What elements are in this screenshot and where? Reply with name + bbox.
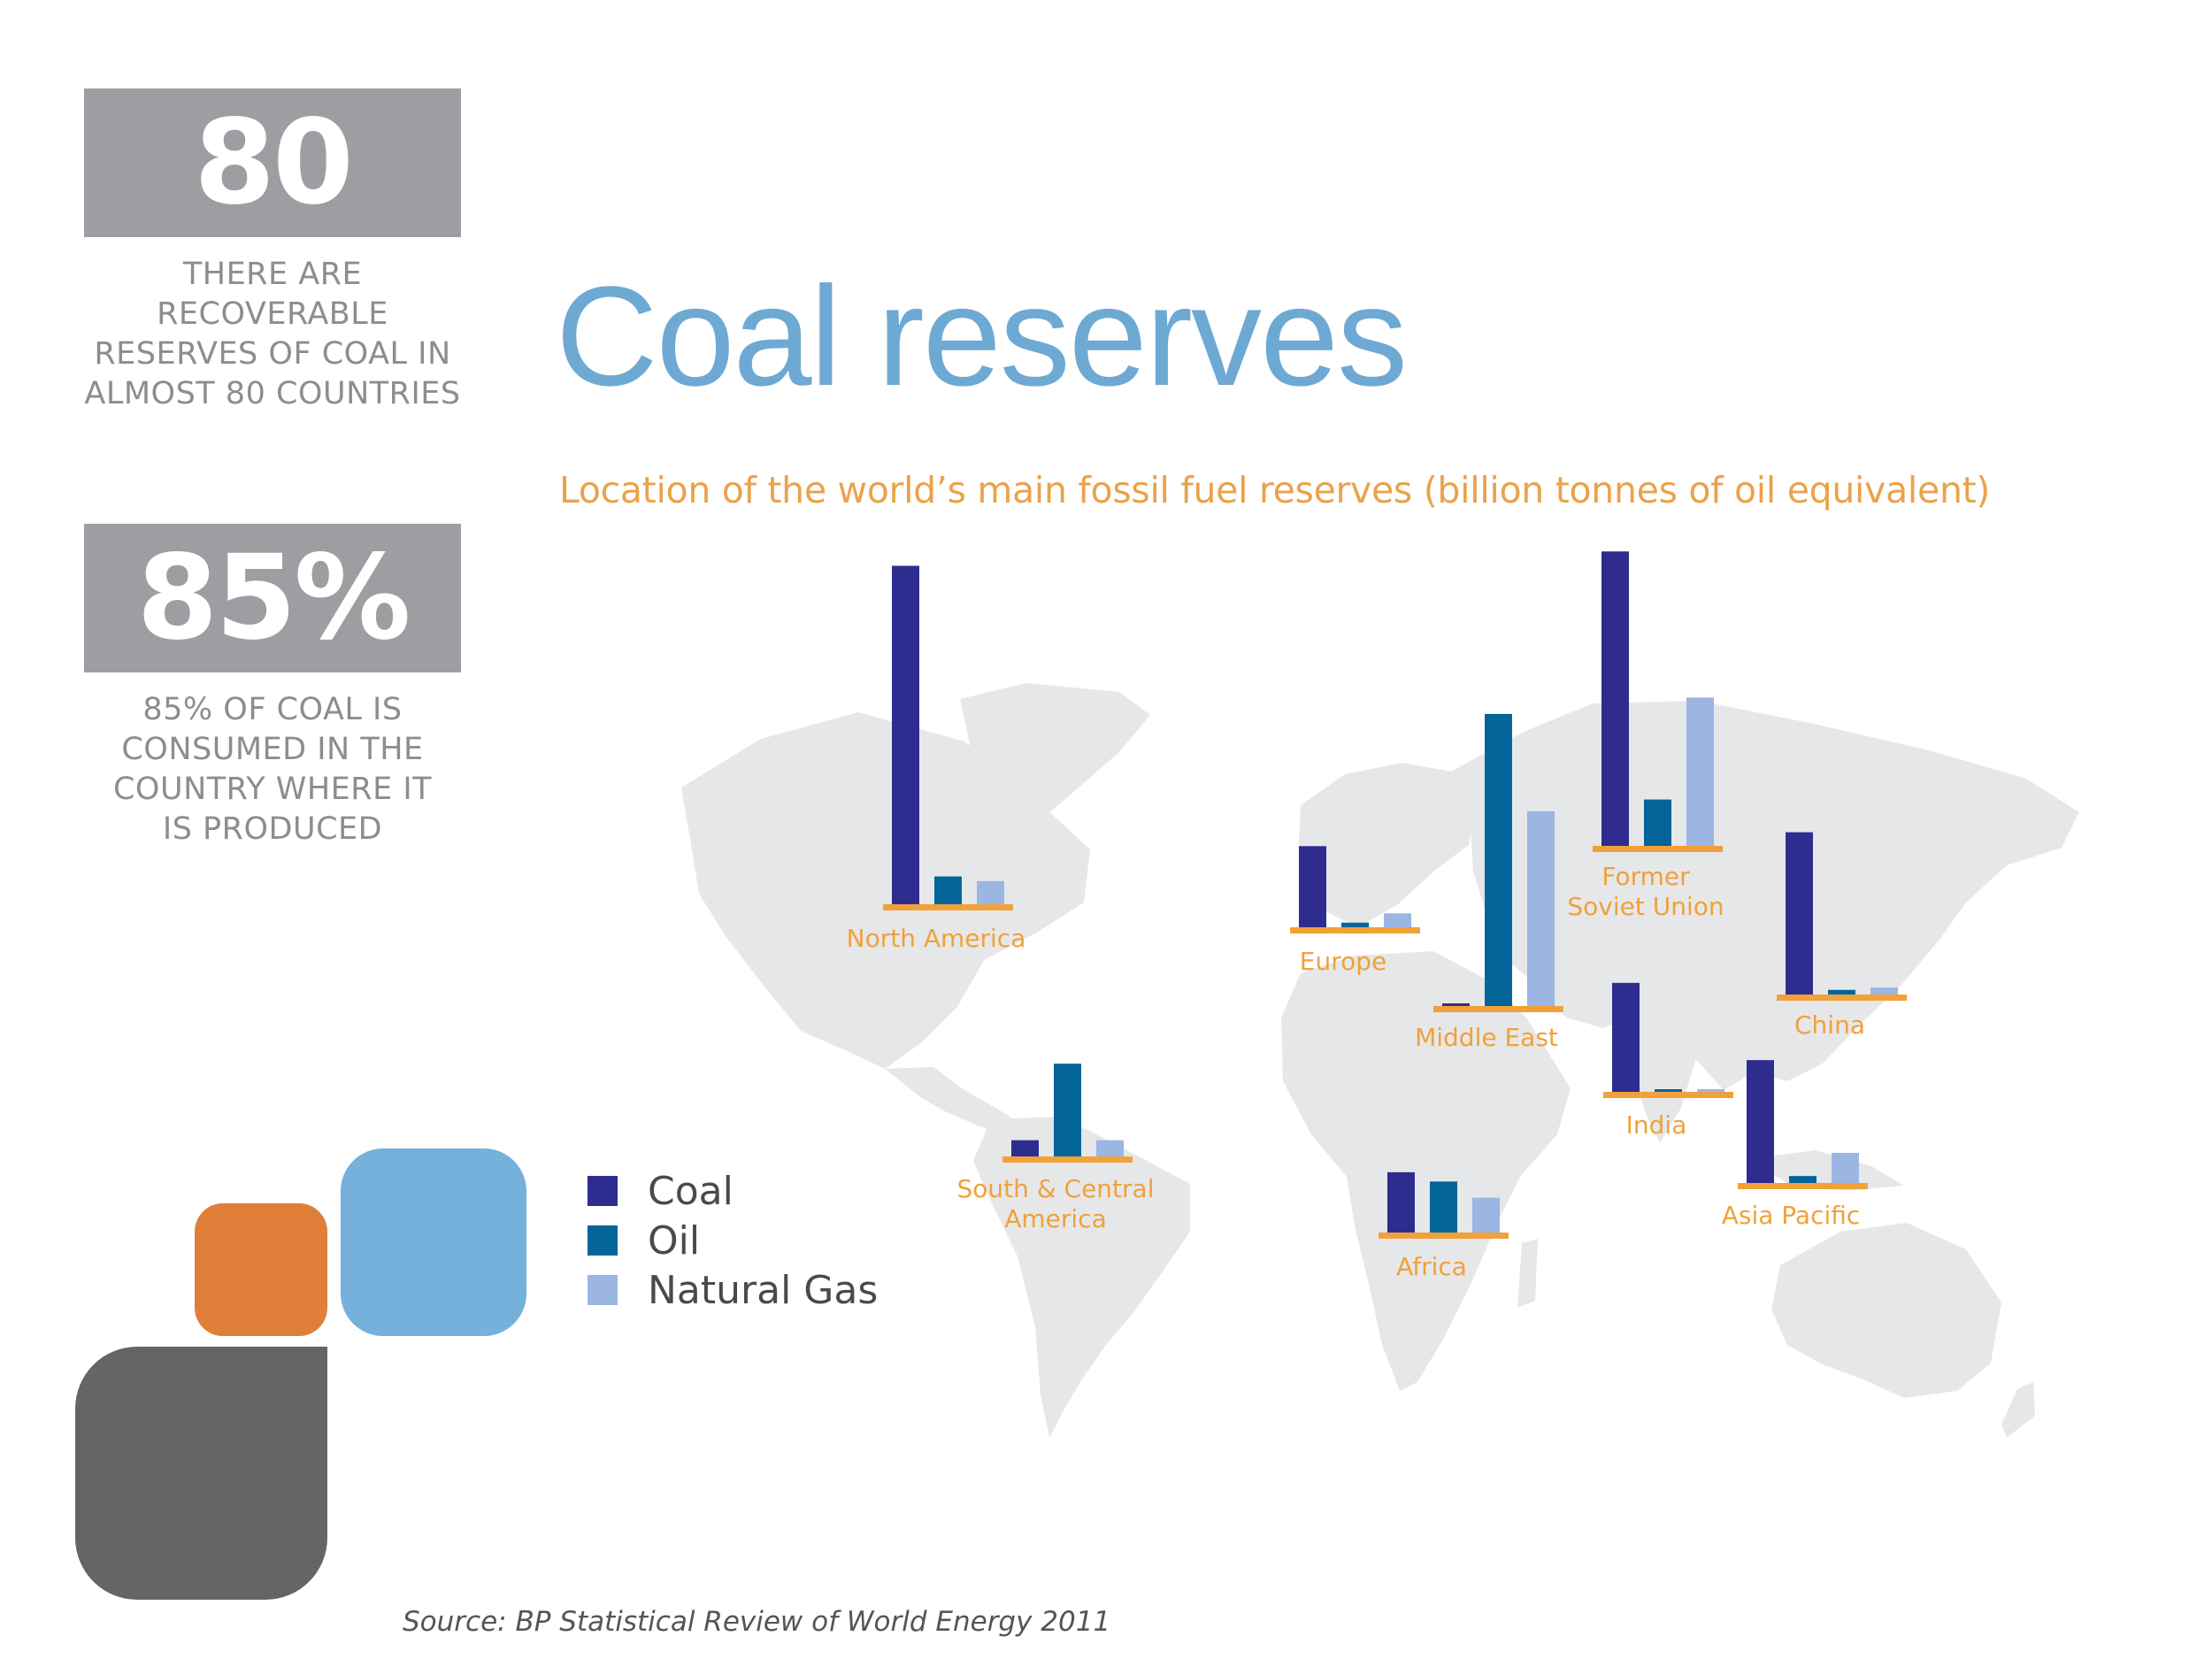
map-japan [1927,849,1954,933]
legend-label-coal: Coal [648,1168,733,1214]
region-group-india: India [1603,982,1733,1140]
baseline-middle-east [1433,1006,1563,1012]
bar-north-america-coal [892,565,919,904]
bar-india-coal [1612,982,1640,1092]
chart-legend: Coal Oil Natural Gas [588,1166,878,1315]
region-label-middle-east: Middle East [1415,1023,1558,1052]
region-label-south-and-central-america: South & Central America [957,1174,1155,1233]
region-label-europe: Europe [1300,947,1386,976]
legend-item-coal: Coal [588,1166,878,1216]
baseline-africa [1379,1233,1509,1239]
legend-item-oil: Oil [588,1216,878,1265]
legend-swatch-oil [588,1225,618,1256]
bar-former-soviet-union-oil [1644,799,1671,846]
bar-former-soviet-union-natural-gas [1686,697,1714,846]
stat-80-caption: THERE ARE RECOVERABLE RESERVES OF COAL I… [84,255,461,414]
stat-80-value: 80 [194,95,354,231]
map-central-america [885,1067,1010,1134]
bar-south-and-central-america-natural-gas [1096,1140,1124,1156]
stat-80-caption-line: ALMOST 80 COUNTRIES [84,376,461,411]
region-label-north-america: North America [847,924,1026,953]
bar-africa-oil [1430,1181,1457,1233]
baseline-north-america [883,904,1013,910]
baseline-india [1603,1092,1733,1098]
region-group-north-america: North America [847,565,1026,953]
baseline-china [1777,995,1907,1001]
map-north-america [681,712,1090,1069]
stat-85-caption-line: CONSUMED IN THE [121,732,424,767]
legend-label-oil: Oil [648,1217,701,1263]
map-australia [1771,1223,2001,1398]
region-label-africa: Africa [1396,1252,1467,1281]
decorative-gray-square [75,1347,327,1600]
region-label-india: India [1626,1110,1687,1140]
source-note: Source: BP Statistical Review of World E… [403,1606,1111,1638]
bar-india-natural-gas [1697,1089,1724,1092]
world-map [681,683,2079,1438]
bar-south-and-central-america-oil [1054,1064,1081,1156]
bar-europe-coal [1299,846,1326,927]
region-group-south-and-central-america: South & Central America [957,1064,1155,1233]
legend-swatch-coal [588,1176,618,1206]
region-group-europe: Europe [1290,846,1420,976]
bar-north-america-oil [934,876,962,904]
map-uk [1327,818,1352,872]
chart-subtitle: Location of the world’s main fossil fuel… [559,469,1991,511]
region-group-asia-pacific: Asia Pacific [1722,1060,1868,1230]
stat-85-caption: 85% OF COAL IS CONSUMED IN THE COUNTRY W… [84,690,461,849]
region-label-former-soviet-union: Former Soviet Union [1567,862,1724,921]
map-africa [1281,951,1571,1391]
legend-item-natural-gas: Natural Gas [588,1265,878,1315]
stat-85-value: 85% [136,530,411,666]
map-new-zealand [2001,1382,2035,1438]
legend-label-natural-gas: Natural Gas [648,1267,879,1313]
bar-china-oil [1828,989,1855,995]
bar-china-natural-gas [1870,987,1898,995]
bar-europe-natural-gas [1384,913,1411,927]
region-group-former-soviet-union: Former Soviet Union [1567,551,1724,921]
stat-85-caption-line: 85% OF COAL IS [142,692,403,727]
map-south-america [973,1117,1190,1438]
stat-85-caption-line: COUNTRY WHERE IT [112,772,433,807]
bar-asia-pacific-coal [1747,1060,1774,1183]
region-group-china: China [1777,832,1907,1040]
bar-africa-natural-gas [1472,1197,1500,1233]
region-label-china: China [1794,1010,1865,1040]
map-europe [1299,763,1478,927]
bar-india-oil [1655,1089,1682,1092]
decorative-blue-square [341,1148,526,1336]
stat-80-box: 80 [84,88,461,237]
bar-asia-pacific-oil [1789,1176,1816,1183]
map-madagascar [1517,1239,1538,1308]
bar-middle-east-natural-gas [1527,810,1555,1006]
baseline-europe [1290,927,1420,933]
baseline-south-and-central-america [1002,1156,1133,1163]
legend-swatch-natural-gas [588,1275,618,1305]
map-indonesia [1747,1150,1904,1191]
page-title: Coal reserves [556,257,1408,415]
stat-85-box: 85% [84,524,461,672]
bar-africa-coal [1387,1171,1415,1233]
stat-80-caption-line: THERE ARE [182,257,363,292]
stat-85-caption-line: IS PRODUCED [162,811,383,847]
region-group-middle-east: Middle East [1415,713,1563,1052]
region-label-asia-pacific: Asia Pacific [1722,1201,1861,1230]
bar-asia-pacific-natural-gas [1832,1152,1859,1183]
stat-80-caption-line: RECOVERABLE [157,296,388,332]
bar-europe-oil [1341,922,1369,927]
region-group-africa: Africa [1379,1171,1509,1281]
bar-former-soviet-union-coal [1601,551,1629,846]
decorative-orange-square [195,1203,327,1336]
stat-80-caption-line: RESERVES OF COAL IN [94,336,451,372]
bar-middle-east-coal [1442,1003,1470,1006]
baseline-former-soviet-union [1593,846,1723,852]
baseline-asia-pacific [1738,1183,1868,1189]
bar-middle-east-oil [1485,713,1512,1006]
bar-south-and-central-america-coal [1011,1140,1039,1156]
bars-layer: North America South & Central America Europ… [847,551,1907,1281]
bar-china-coal [1786,832,1813,995]
bar-north-america-natural-gas [977,880,1004,904]
